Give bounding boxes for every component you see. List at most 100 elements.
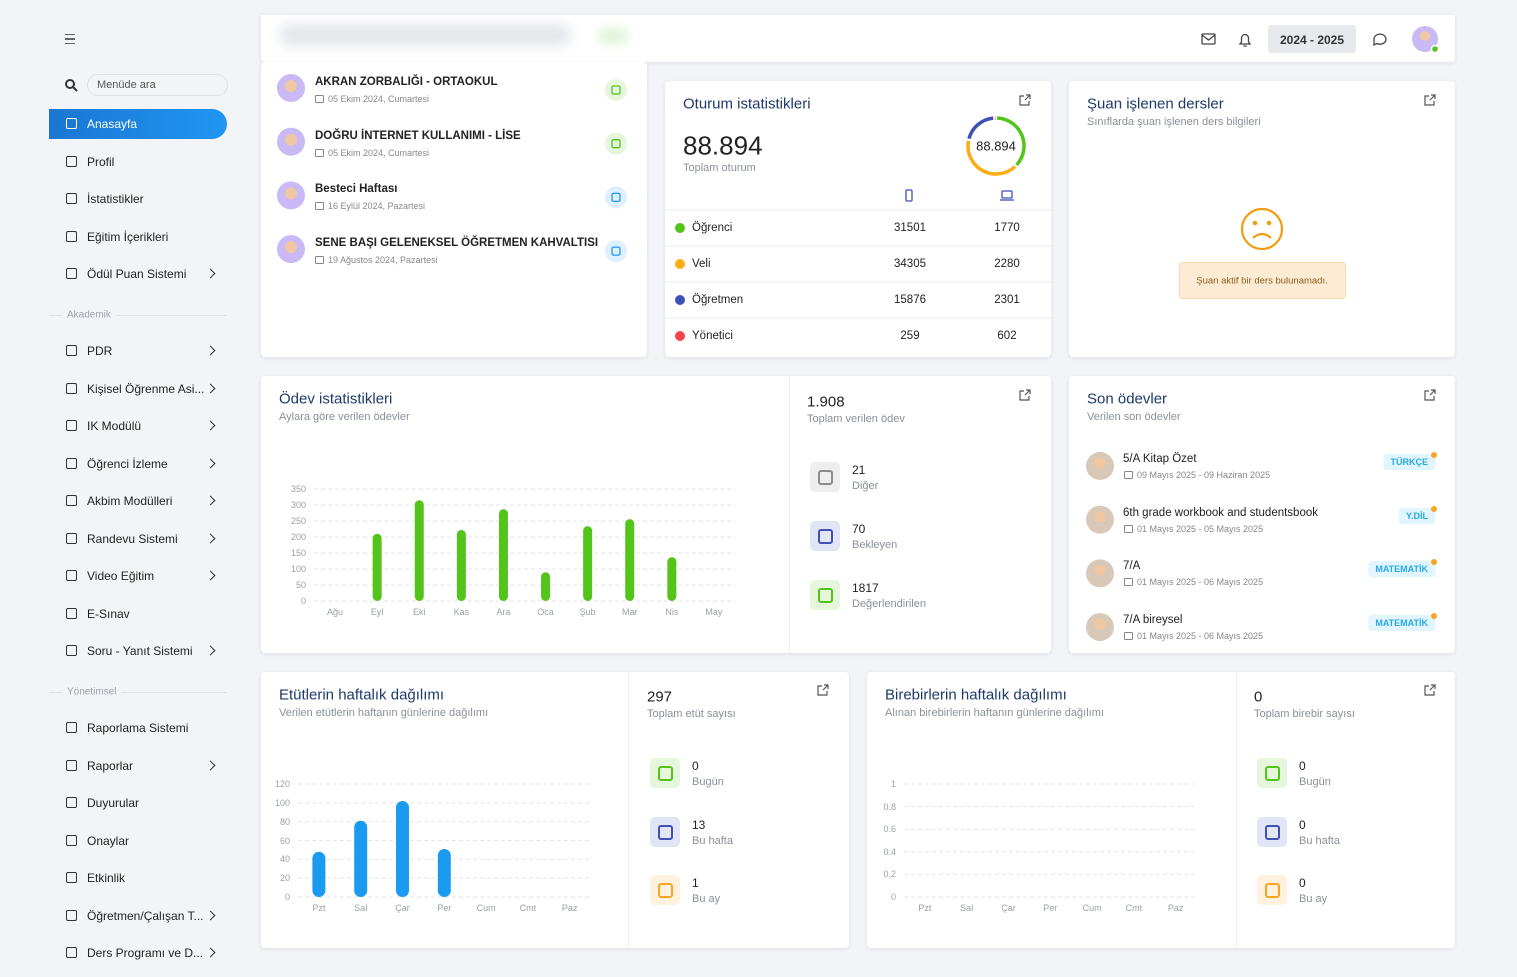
stat-name: Bugün: [1299, 776, 1331, 788]
event-title: DOĞRU İNTERNET KULLANIMI - LİSE: [315, 129, 521, 142]
y-tick-label: 80: [279, 816, 290, 827]
hamburger[interactable]: [65, 34, 75, 44]
profile-avatar[interactable]: [1412, 26, 1440, 54]
y-tick-label: 120: [274, 779, 290, 789]
event-badge-glyph: [611, 139, 621, 149]
menu-item[interactable]: Akbim Modülleri: [87, 494, 173, 508]
menu-item[interactable]: Raporlama Sistemi: [87, 721, 189, 735]
birebir-total: 0: [1254, 688, 1263, 706]
y-tick-label: 0.2: [883, 869, 896, 880]
mobile-count: 34305: [894, 258, 926, 270]
menu-item[interactable]: Ders Programı ve D...: [87, 946, 204, 960]
homework-card: [261, 376, 1051, 653]
event-badge-glyph: [611, 246, 621, 256]
birebir-total-label: Toplam birebir sayısı: [1254, 708, 1355, 720]
homework-title: 7/A: [1123, 560, 1141, 573]
y-tick-label: 150: [290, 548, 306, 558]
menu-icon[interactable]: [66, 909, 77, 921]
x-tick-label: Paz: [561, 903, 578, 913]
menu-icon[interactable]: [66, 193, 77, 204]
external-link-icons[interactable]: [817, 94, 1436, 696]
subject-badge: Y.DİL: [1398, 507, 1435, 524]
year[interactable]: 2024 - 2025: [1279, 33, 1345, 47]
year-box[interactable]: [1268, 25, 1356, 53]
bar: [372, 533, 382, 601]
menu-icon[interactable]: [66, 457, 77, 469]
menu-item[interactable]: Öğrenci İzleme: [87, 456, 168, 471]
menu-item[interactable]: Soru - Yanıt Sistemi: [87, 644, 193, 658]
x-tick-label: Per: [1043, 903, 1058, 913]
menu-item[interactable]: IK Modülü: [87, 419, 142, 433]
menu-icon[interactable]: [66, 722, 77, 733]
menu-icon[interactable]: [66, 947, 77, 958]
x-tick-label: May: [705, 607, 723, 617]
menu-icon[interactable]: [66, 155, 77, 167]
homework-total: 1.908: [807, 393, 845, 411]
menu-icon[interactable]: [66, 345, 77, 356]
menu-icon[interactable]: [66, 872, 77, 883]
x-tick-label: Paz: [1167, 903, 1184, 913]
menu-icon[interactable]: [66, 570, 77, 581]
search-box[interactable]: [87, 74, 228, 96]
menu-icon[interactable]: [66, 230, 77, 242]
calendar-icon: [1124, 524, 1133, 533]
x-tick-label: Cum: [1082, 903, 1102, 913]
menu-icon[interactable]: [66, 607, 77, 619]
event-badge: [605, 240, 627, 263]
menu-item[interactable]: Kişisel Öğrenme Asi...: [87, 381, 205, 396]
stat-name: Bugün: [692, 776, 724, 788]
menu-icon[interactable]: [66, 834, 77, 846]
menu-item[interactable]: Eğitim İçerikleri: [87, 229, 169, 244]
x-tick-label: Kas: [453, 607, 470, 617]
subject-badge: MATEMATİK: [1368, 615, 1435, 632]
menu-item[interactable]: Ödül Puan Sistemi: [87, 267, 187, 281]
menu-item[interactable]: İstatistikler: [87, 192, 144, 206]
bar: [396, 800, 409, 897]
stat-count: 0: [692, 759, 699, 773]
menu-icon[interactable]: [66, 268, 77, 279]
menu-item[interactable]: Onaylar: [87, 833, 130, 848]
calendar-icon: [315, 202, 324, 211]
card-subtitle: Alınan birebirlerin haftanın günlerine d…: [885, 707, 1104, 719]
stat-count: 0: [1299, 759, 1306, 773]
menu-icon[interactable]: [66, 495, 77, 506]
section-rule: [49, 315, 227, 316]
topbar-icons[interactable]: [1201, 33, 1387, 47]
menu-icon[interactable]: [66, 532, 77, 544]
menu-item[interactable]: PDR: [87, 344, 113, 358]
menu-icon[interactable]: [66, 797, 77, 808]
menu-item[interactable]: Duyurular: [87, 796, 140, 810]
sessions-total-label: Toplam oturum: [683, 162, 756, 174]
badge-dot: [1431, 505, 1437, 512]
menu-icon[interactable]: [66, 645, 77, 656]
desktop-count: 2301: [994, 294, 1020, 306]
menu-icon[interactable]: [66, 759, 77, 771]
menu-icon[interactable]: [66, 382, 77, 394]
card-subtitle: Verilen son ödevler: [1087, 411, 1181, 423]
menu-item[interactable]: Randevu Sistemi: [87, 531, 178, 546]
menu-item[interactable]: Profil: [87, 154, 115, 169]
menu-item[interactable]: Video Eğitim: [87, 569, 155, 583]
menu-item[interactable]: E-Sınav: [87, 606, 130, 621]
menu-item[interactable]: Öğretmen/Çalışan T...: [87, 908, 204, 923]
homework-dates: 09 Mayıs 2025 - 09 Haziran 2025: [1137, 470, 1271, 480]
stat-glyph: [818, 529, 833, 544]
y-tick-label: 0.8: [883, 801, 896, 812]
stat-icon: [810, 580, 840, 610]
y-tick-label: 50: [295, 580, 306, 590]
stat-icon: [810, 521, 840, 551]
menu-icon[interactable]: [66, 118, 77, 129]
stat-glyph: [818, 470, 833, 485]
divider: [1236, 672, 1237, 948]
hamburger-mid: [65, 38, 75, 40]
menu-icon[interactable]: [66, 420, 77, 431]
sessions-card: [665, 81, 1051, 357]
menu-item[interactable]: Anasayfa: [87, 117, 138, 131]
y-tick-label: 100: [274, 797, 290, 808]
menu-item[interactable]: Raporlar: [87, 758, 134, 773]
row-name: Veli: [692, 258, 711, 270]
menu-item[interactable]: Etkinlik: [87, 871, 126, 885]
search-icon: [65, 79, 78, 92]
x-tick-label: Pzt: [312, 903, 326, 913]
